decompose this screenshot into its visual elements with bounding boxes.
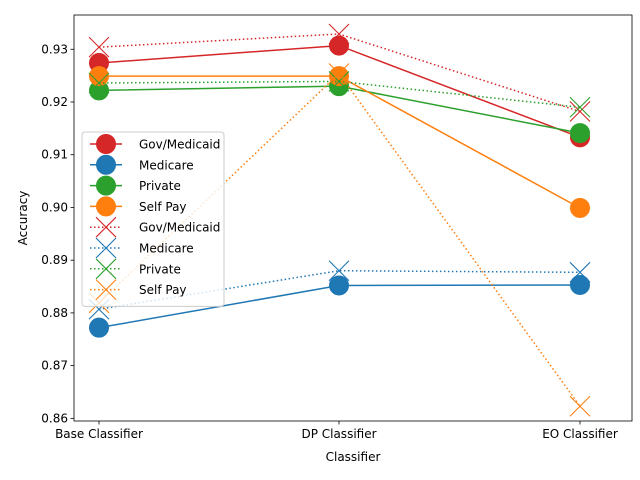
data-point [570, 274, 590, 295]
data-point [329, 35, 349, 56]
data-point [570, 123, 590, 144]
y-tick-label: 0.86 [41, 411, 68, 425]
legend-entry: Self Pay [90, 279, 187, 300]
legend-entry: Medicare [90, 154, 194, 175]
data-point [328, 71, 350, 92]
legend-label: Self Pay [139, 283, 187, 297]
legend-entry: Self Pay [90, 196, 187, 217]
axes [73, 14, 633, 422]
legend-entry: Private [90, 258, 181, 280]
x-tick-label: DP Classifier [301, 427, 376, 441]
data-point [88, 72, 110, 94]
x-axis-label: Classifier [326, 450, 381, 464]
legend-marker [95, 258, 117, 280]
legend-label: Private [139, 262, 181, 276]
legend-label: Private [139, 179, 181, 193]
data-point [328, 63, 350, 84]
y-tick-label: 0.87 [41, 359, 68, 373]
data-point [569, 96, 591, 118]
data-point [569, 395, 591, 417]
series-1 [89, 274, 590, 338]
data-point [329, 66, 349, 87]
data-point [88, 36, 110, 58]
legend-marker [96, 134, 116, 154]
legend-label: Gov/Medicaid [139, 221, 220, 235]
legend-label: Self Pay [139, 200, 187, 214]
legend-marker [95, 237, 117, 259]
legend-marker [95, 279, 117, 300]
y-tick-label: 0.89 [41, 253, 68, 267]
legend-label: Gov/Medicaid [139, 138, 220, 152]
x-tick-label: Base Classifier [55, 427, 143, 441]
legend-marker [96, 154, 116, 175]
data-point [89, 317, 109, 338]
legend-entry: Medicare [90, 237, 194, 259]
series-3 [89, 66, 590, 218]
data-point [89, 66, 109, 87]
x-tick-label: EO Classifier [542, 427, 618, 441]
ticks: 0.86 0.87 0.88 0.89 0.90 0.91 0.92 0.93 Base Cla… [41, 42, 618, 441]
legend-label: Medicare [139, 242, 194, 256]
y-tick-label: 0.90 [41, 200, 68, 214]
data-point [328, 23, 350, 45]
legend-entry: Private [90, 175, 181, 196]
legend-box [81, 131, 225, 307]
plot-area [88, 23, 591, 417]
axes-frame [73, 14, 633, 422]
series-6 [88, 71, 591, 118]
legend-label: Medicare [139, 158, 194, 172]
legend-entry: Gov/Medicaid [90, 216, 220, 238]
data-point [569, 261, 591, 283]
legend-marker [96, 196, 116, 217]
data-point [570, 197, 590, 218]
y-tick-label: 0.91 [41, 148, 68, 162]
y-axis-label: Accuracy [16, 191, 30, 246]
y-tick-label: 0.92 [41, 95, 68, 109]
legend: Gov/Medicaid Medicare Private Self Pay Gov/M… [81, 131, 225, 307]
series-4 [88, 23, 591, 122]
legend-marker [96, 175, 116, 196]
data-point [328, 260, 350, 282]
legend-entry: Gov/Medicaid [90, 134, 220, 154]
legend-marker [95, 216, 117, 238]
y-tick-label: 0.93 [41, 42, 68, 56]
data-point [329, 275, 349, 296]
data-point [569, 101, 591, 122]
y-tick-label: 0.88 [41, 306, 68, 320]
